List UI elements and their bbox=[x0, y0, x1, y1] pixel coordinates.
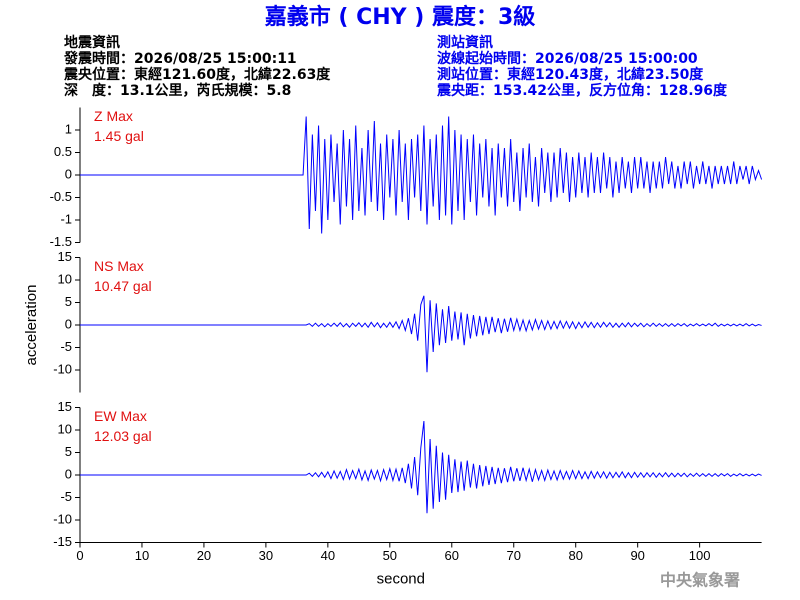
y-tick-label: 0.5 bbox=[54, 144, 72, 159]
x-tick-label: 60 bbox=[445, 548, 459, 563]
station-line: 測站資訊 bbox=[437, 34, 493, 51]
waveform bbox=[80, 116, 763, 234]
y-tick-label: 15 bbox=[58, 249, 72, 264]
x-tick-label: 80 bbox=[568, 548, 582, 563]
y-tick-label: 0 bbox=[65, 466, 72, 481]
y-tick-label: 10 bbox=[58, 271, 72, 286]
component-label: NS Max bbox=[94, 258, 144, 274]
waveform bbox=[80, 420, 762, 514]
info-line: 深 度：13.1公里，芮氏規模：5.8 bbox=[64, 82, 291, 99]
y-tick-label: -5 bbox=[60, 489, 72, 504]
max-label: 1.45 gal bbox=[94, 128, 144, 144]
component-label: EW Max bbox=[94, 408, 147, 424]
y-tick-label: 1 bbox=[65, 121, 72, 136]
x-tick-label: 20 bbox=[197, 548, 211, 563]
y-tick-label: -1 bbox=[60, 211, 72, 226]
y-tick-label: 15 bbox=[58, 399, 72, 414]
waveform bbox=[80, 295, 762, 373]
info-line: 震央位置：東經121.60度，北緯22.63度 bbox=[63, 66, 331, 83]
info-line: 地震資訊 bbox=[64, 34, 120, 51]
x-axis-label: second bbox=[377, 570, 425, 587]
station-line: 震央距：153.42公里，反方位角：128.96度 bbox=[436, 82, 728, 99]
y-tick-label: -0.5 bbox=[50, 189, 72, 204]
x-tick-label: 90 bbox=[630, 548, 644, 563]
max-label: 12.03 gal bbox=[94, 428, 152, 444]
x-tick-label: 100 bbox=[689, 548, 711, 563]
watermark: 中央氣象署 bbox=[660, 571, 740, 590]
x-tick-label: 50 bbox=[383, 548, 397, 563]
y-tick-label: -5 bbox=[60, 339, 72, 354]
station-line: 測站位置：東經120.43度，北緯23.50度 bbox=[437, 66, 704, 83]
y-tick-label: 0 bbox=[65, 316, 72, 331]
y-tick-label: -10 bbox=[53, 361, 72, 376]
x-tick-label: 40 bbox=[321, 548, 335, 563]
x-tick-label: 70 bbox=[507, 548, 521, 563]
y-tick-label: 10 bbox=[58, 421, 72, 436]
x-tick-label: 0 bbox=[76, 548, 83, 563]
x-tick-label: 10 bbox=[135, 548, 149, 563]
info-line: 發震時間：2026/08/25 15:00:11 bbox=[63, 50, 297, 67]
component-label: Z Max bbox=[94, 108, 133, 124]
title: 嘉義市 ( CHY ) 震度：3級 bbox=[265, 4, 536, 30]
y-tick-label: 5 bbox=[65, 294, 72, 309]
y-tick-label: -15 bbox=[53, 534, 72, 549]
x-tick-label: 30 bbox=[259, 548, 273, 563]
y-tick-label: -1.5 bbox=[50, 234, 72, 249]
y-axis-label: acceleration bbox=[23, 285, 40, 366]
station-line: 波線起始時間：2026/08/25 15:00:00 bbox=[437, 50, 698, 67]
y-tick-label: -10 bbox=[53, 511, 72, 526]
y-tick-label: 0 bbox=[65, 166, 72, 181]
max-label: 10.47 gal bbox=[94, 278, 152, 294]
y-tick-label: 5 bbox=[65, 444, 72, 459]
